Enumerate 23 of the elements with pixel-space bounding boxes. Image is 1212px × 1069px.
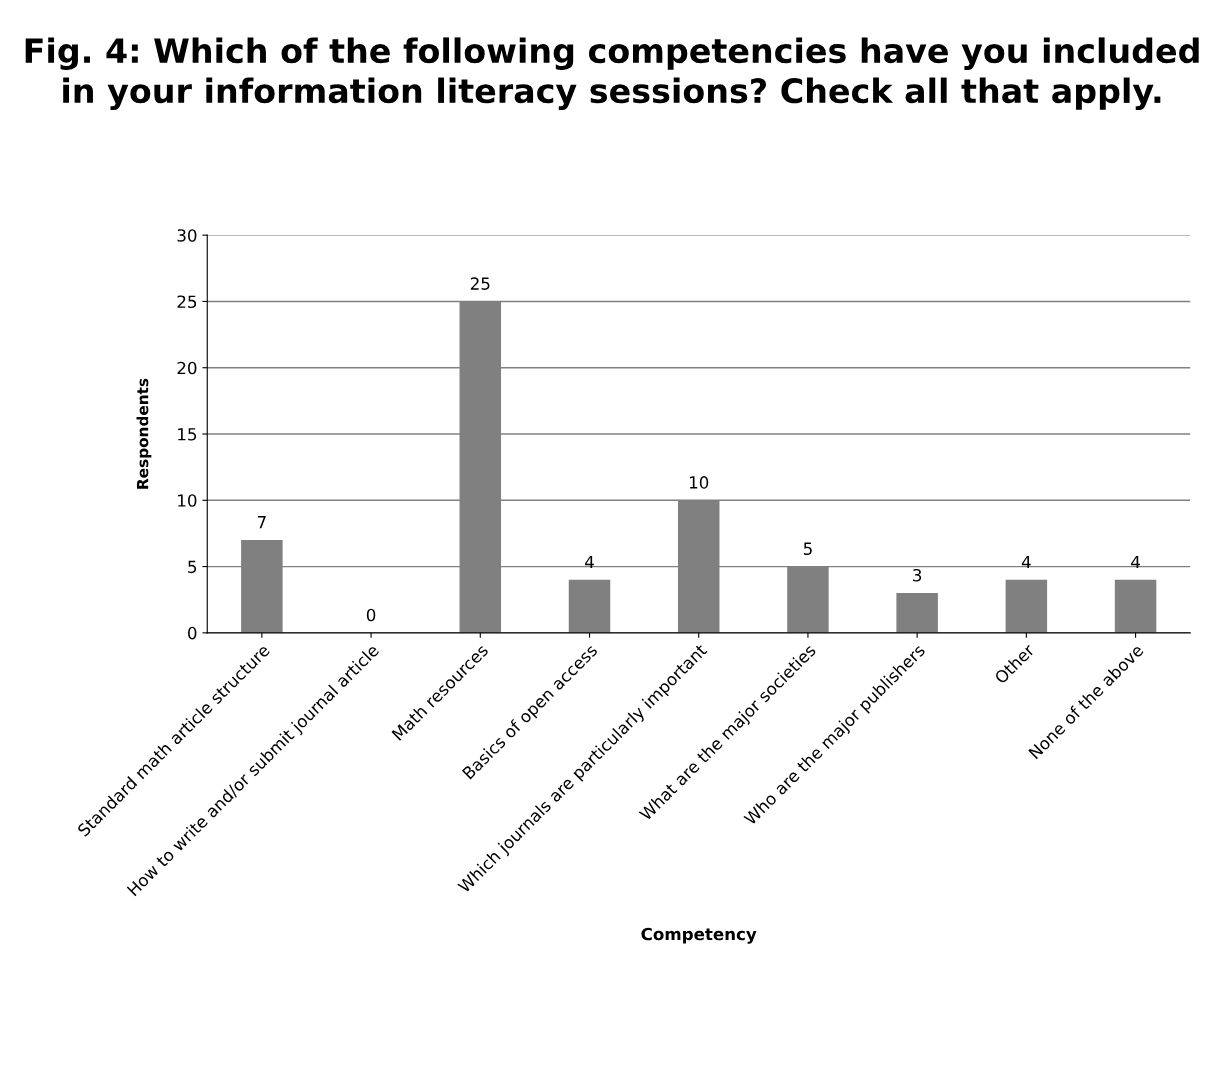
data-label: 25: [470, 277, 490, 290]
data-label: 4: [1131, 555, 1140, 569]
data-label: 3: [913, 568, 922, 582]
x-axis-title: Competency: [641, 927, 757, 944]
y-tick-label: 5: [188, 560, 197, 574]
bar: [1005, 579, 1048, 633]
data-label: 4: [585, 555, 594, 569]
y-tick-label: 20: [177, 361, 197, 375]
y-tick-label: 15: [178, 428, 197, 441]
data-label: 5: [803, 542, 812, 556]
chart-title: Fig. 4: Which of the following competencies have you included in your information literacy sessions? Check all that apply.: [25, 37, 1199, 111]
bar: [896, 593, 938, 633]
y-tick-label: 25: [177, 295, 197, 309]
data-label: 10: [689, 476, 709, 489]
data-label: 4: [1021, 555, 1031, 569]
y-axis-title: Respondents: [136, 378, 152, 489]
y-tick-label: 10: [178, 494, 197, 507]
bar: [1114, 579, 1157, 633]
data-label: 0: [366, 608, 376, 622]
y-tick-label: 0: [188, 626, 197, 640]
bar: [568, 579, 611, 633]
y-tick-label: 30: [177, 229, 197, 242]
data-label: 7: [257, 516, 266, 529]
